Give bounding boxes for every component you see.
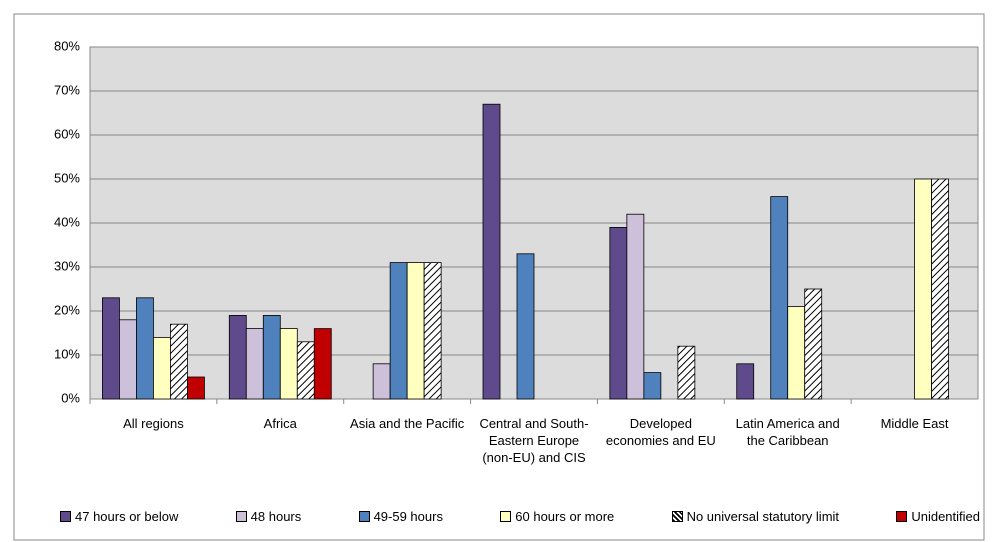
y-tick-label: 40%	[54, 214, 80, 229]
legend-label: Unidentified	[911, 509, 980, 524]
legend-swatch	[671, 511, 683, 522]
bar	[153, 336, 171, 400]
y-tick-label: 80%	[54, 38, 80, 53]
legend-item: 60 hours or more	[500, 509, 614, 524]
legend-item: 49-59 hours	[358, 509, 443, 524]
bar	[228, 314, 247, 400]
bar	[136, 297, 154, 400]
legend-label: 49-59 hours	[373, 509, 443, 524]
bar	[262, 314, 281, 400]
x-tick-label: Middle East	[880, 416, 949, 431]
bar	[389, 262, 408, 400]
legend-item: Unidentified	[896, 509, 980, 524]
bar	[187, 376, 205, 400]
bar	[372, 363, 391, 400]
bar	[102, 297, 120, 400]
bar	[770, 196, 789, 400]
y-tick-label: 0%	[61, 390, 80, 405]
x-tick-label: Developed economies and EU	[605, 416, 716, 448]
bar	[482, 103, 501, 400]
bar	[423, 262, 442, 400]
legend-swatch	[60, 511, 71, 522]
legend: 47 hours or below 48 hours 49-59 hours 60 h…	[60, 509, 980, 524]
bar	[170, 323, 188, 400]
bar	[736, 363, 755, 400]
y-tick-label: 10%	[54, 346, 80, 361]
bar	[914, 178, 932, 400]
legend-item: No universal statutory limit	[671, 509, 840, 524]
bar	[787, 306, 806, 400]
legend-swatch	[500, 511, 512, 522]
legend-item: 48 hours	[235, 509, 302, 524]
bar	[804, 288, 823, 400]
y-tick-label: 50%	[54, 170, 80, 185]
y-tick-label: 70%	[54, 82, 80, 97]
legend-label: 60 hours or more	[515, 509, 615, 524]
x-tick-label: Latin America and the Caribbean	[735, 416, 840, 448]
bar	[245, 328, 264, 400]
bar	[626, 213, 645, 400]
bar	[677, 345, 696, 400]
legend-label: No universal statutory limit	[686, 509, 840, 524]
bar	[643, 372, 662, 400]
x-tick-label: Asia and the Pacific	[350, 416, 465, 431]
x-tick-label: Central and South-Eastern Europe (non-EU…	[479, 416, 589, 465]
bar	[516, 253, 535, 400]
bar	[931, 178, 949, 400]
y-tick-label: 60%	[54, 126, 80, 141]
legend-swatch	[235, 511, 247, 522]
x-tick-label: Africa	[263, 416, 297, 431]
y-tick-label: 30%	[54, 258, 80, 273]
y-tick-label: 20%	[54, 302, 80, 317]
legend-item: 47 hours or below	[60, 509, 178, 524]
bar	[406, 262, 425, 400]
bar	[296, 341, 315, 400]
legend-swatch	[896, 511, 908, 522]
legend-label: 47 hours or below	[75, 509, 179, 524]
bar	[313, 328, 332, 400]
legend-swatch	[358, 511, 370, 522]
bar	[609, 226, 628, 400]
bar	[279, 328, 298, 400]
legend-label: 48 hours	[250, 509, 302, 524]
bar	[119, 319, 137, 400]
x-tick-label: All regions	[123, 416, 184, 431]
